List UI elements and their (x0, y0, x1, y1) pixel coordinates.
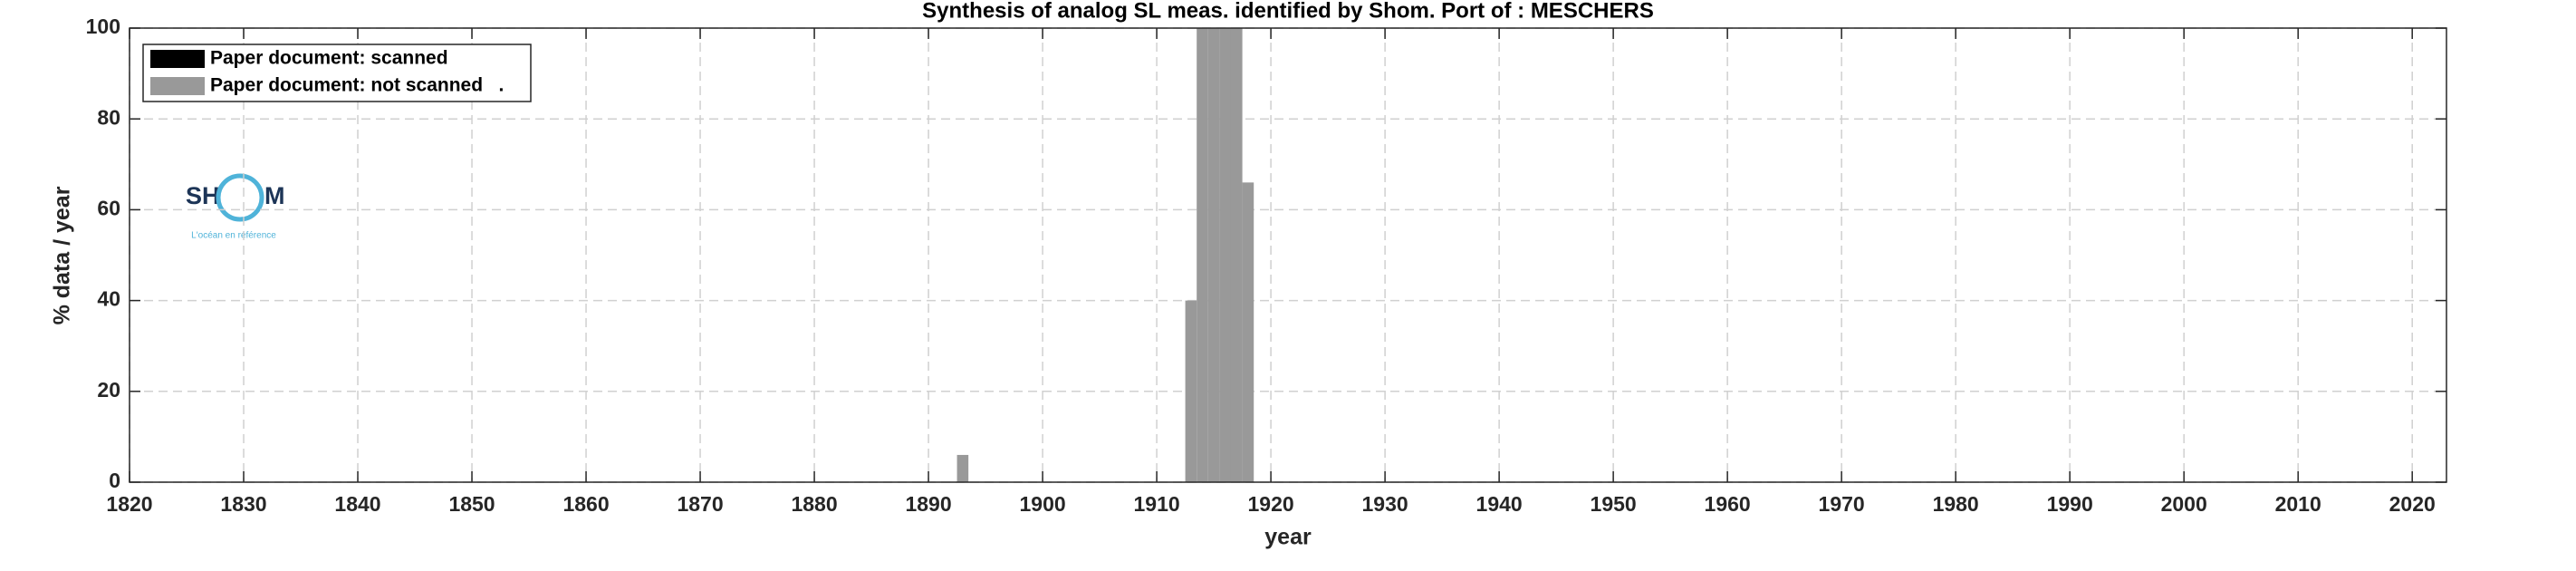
x-tick-label: 1920 (1248, 492, 1294, 516)
x-tick-label: 1840 (334, 492, 380, 516)
y-tick-label: 100 (86, 15, 120, 38)
legend-swatch (150, 50, 205, 68)
x-axis-label: year (1264, 525, 1312, 550)
logo-tagline: L'océan en référence (191, 231, 276, 241)
x-tick-label: 1860 (562, 492, 609, 516)
x-tick-label: 1870 (677, 492, 723, 516)
x-tick-label: 1820 (106, 492, 152, 516)
x-tick-label: 1940 (1476, 492, 1523, 516)
y-tick-label: 40 (97, 287, 120, 311)
y-tick-label: 0 (109, 469, 120, 492)
x-tick-label: 1930 (1362, 492, 1408, 516)
x-tick-label: 1890 (905, 492, 951, 516)
x-tick-label: 1830 (220, 492, 266, 516)
legend-swatch (150, 77, 205, 95)
logo: SH M L'océan en référence (186, 173, 285, 241)
x-tick-label: 1950 (1591, 492, 1637, 516)
bar (1197, 28, 1208, 482)
x-tick-label: 1960 (1705, 492, 1751, 516)
y-tick-label: 20 (97, 378, 120, 402)
legend-label: Paper document: scanned (210, 48, 448, 69)
bar (1207, 28, 1220, 482)
y-axis-label: % data / year (50, 186, 75, 324)
x-tick-label: 1910 (1134, 492, 1180, 516)
plot-frame (129, 27, 2447, 483)
logo-text: SH (186, 182, 220, 209)
chart-title: Synthesis of analog SL meas. identified … (922, 0, 1654, 23)
x-tick-label: 2000 (2161, 492, 2207, 516)
x-tick-label: 1990 (2047, 492, 2093, 516)
x-tick-label: 1900 (1019, 492, 1065, 516)
logo-ring (216, 173, 264, 222)
x-tick-label: 1970 (1819, 492, 1865, 516)
x-tick-label: 1850 (448, 492, 495, 516)
bar (956, 454, 969, 482)
x-tick-label: 2020 (2389, 492, 2436, 516)
x-tick-label: 1980 (1933, 492, 1979, 516)
bar (1242, 182, 1254, 482)
logo-text: M (264, 182, 285, 209)
bar (1230, 28, 1243, 482)
legend-box (142, 44, 532, 102)
x-tick-label: 2010 (2275, 492, 2321, 516)
bar (1219, 28, 1231, 482)
x-tick-label: 1880 (791, 492, 837, 516)
legend-label: Paper document: not scanned . (210, 75, 504, 96)
y-tick-label: 60 (97, 196, 120, 219)
legend: Paper document: scanned Paper document: n… (142, 44, 532, 102)
bar (1185, 300, 1197, 482)
y-tick-label: 80 (97, 105, 120, 129)
